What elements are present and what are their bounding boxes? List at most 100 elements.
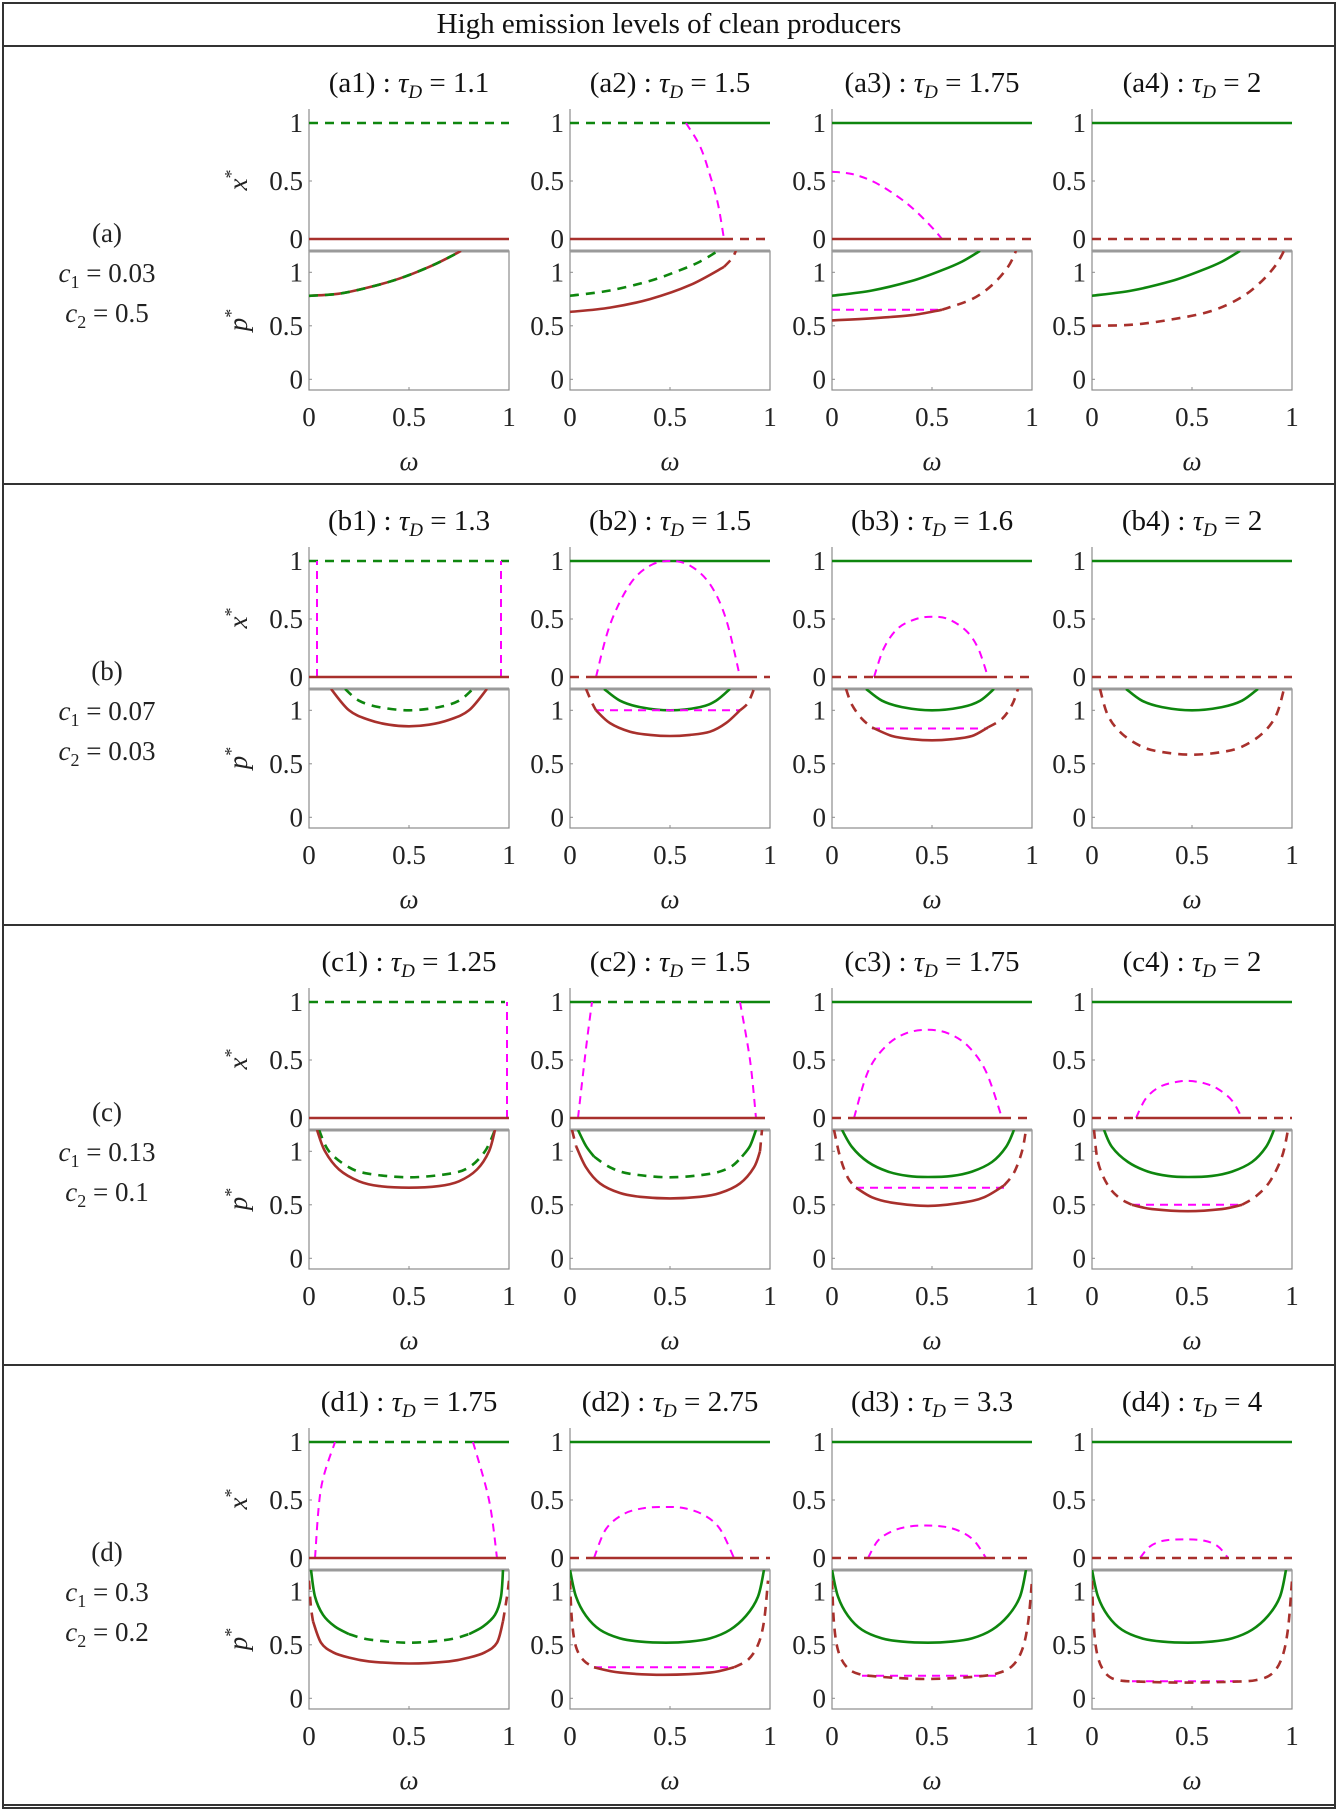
- tau-subscript: D: [400, 961, 415, 982]
- tau-value: 4: [1248, 1386, 1263, 1418]
- p-axis-box: [1091, 250, 1293, 391]
- p-star-axis-label: p*: [221, 1188, 253, 1213]
- x-ytick-label: 0.5: [269, 604, 303, 634]
- x-ytick-label: 1: [290, 546, 304, 576]
- x-star-magenta-dashed-curve: [472, 1441, 498, 1559]
- x-ytick-label: 0.5: [792, 166, 826, 196]
- c2-subscript: 2: [71, 750, 80, 770]
- p-ytick-label: 1: [1073, 257, 1087, 287]
- p-star-brown-dashed-curve: [723, 251, 738, 268]
- x-ytick-label: 1: [813, 546, 827, 576]
- x-ytick-label: 1: [290, 108, 304, 138]
- c2-subscript: 2: [77, 312, 86, 332]
- p-star-brown-dashed-curve: [844, 689, 873, 729]
- tau-value: 2.75: [708, 1386, 759, 1418]
- p-star-brown-solid-curve: [832, 308, 943, 322]
- x-star-axis-label: x*: [221, 1049, 253, 1071]
- p-star-green-solid-curve: [832, 251, 981, 298]
- xtick-label: 1: [1285, 1721, 1299, 1751]
- star: *: [221, 170, 241, 179]
- c1-value: 0.03: [108, 258, 155, 288]
- tau-value: 1.5: [715, 505, 751, 537]
- xtick-label: 1: [1025, 1281, 1039, 1311]
- p-star-brown-solid-curve: [871, 726, 989, 742]
- c-symbol: c: [59, 258, 71, 288]
- p-star-axis-label: p*: [221, 747, 253, 772]
- p-ytick-label: 0: [290, 1683, 304, 1713]
- panel-label: (a4): [1123, 67, 1170, 99]
- tau-symbol: τ: [914, 946, 926, 978]
- p-ytick-label: 0.5: [1052, 311, 1086, 341]
- tau-subscript: D: [1202, 520, 1217, 541]
- x-ytick-label: 1: [813, 1427, 827, 1457]
- tau-symbol: τ: [392, 1386, 404, 1418]
- row-label: (a): [92, 218, 122, 248]
- p-star-green-dashed-curve: [348, 1632, 470, 1645]
- equals: =: [684, 505, 715, 537]
- tau-symbol: τ: [1193, 505, 1205, 537]
- separator: :: [1170, 505, 1193, 537]
- p-star-green-solid-curve: [1102, 1130, 1276, 1179]
- panel-title: (b3) : τD = 1.6: [851, 505, 1013, 541]
- panel-label: (d3): [851, 1386, 899, 1418]
- tau-symbol: τ: [391, 946, 403, 978]
- tau-subscript: D: [1202, 1401, 1217, 1422]
- p-ytick-label: 0.5: [530, 1630, 564, 1660]
- p-ytick-label: 0: [290, 802, 304, 832]
- p-ytick-label: 0.5: [269, 749, 303, 779]
- tau-value: 1.25: [446, 946, 497, 978]
- p-star-brown-dashed-curve: [1098, 689, 1286, 757]
- equals: =: [422, 67, 453, 99]
- p-star-green-solid-curve: [865, 689, 995, 712]
- x-ytick-label: 0: [1073, 1543, 1087, 1573]
- xtick-label: 0.5: [392, 1721, 426, 1751]
- star: *: [221, 608, 241, 617]
- p-star-brown-dashed-curve: [501, 1580, 509, 1622]
- xtick-label: 0.5: [1175, 1721, 1209, 1751]
- equals: =: [80, 1137, 109, 1167]
- x-ytick-label: 0: [290, 662, 304, 692]
- xtick-label: 0: [563, 1281, 577, 1311]
- c-symbol: c: [59, 736, 71, 766]
- equals: =: [1216, 946, 1247, 978]
- p-ytick-label: 0.5: [1052, 1630, 1086, 1660]
- tau-subscript: D: [668, 82, 683, 103]
- panel-title: (a2) : τD = 1.5: [590, 67, 750, 103]
- p-ytick-label: 0.5: [269, 1190, 303, 1220]
- xtick-label: 1: [502, 1281, 516, 1311]
- p-ytick-label: 0.5: [792, 749, 826, 779]
- p-star-brown-dashed-curve: [1002, 1130, 1028, 1187]
- equals: =: [938, 946, 969, 978]
- x-ytick-label: 0.5: [269, 1045, 303, 1075]
- x-ytick-label: 0.5: [1052, 604, 1086, 634]
- xtick-label: 0.5: [653, 402, 687, 432]
- x-ytick-label: 1: [551, 987, 565, 1017]
- equals: =: [415, 946, 446, 978]
- x-ytick-label: 0.5: [530, 604, 564, 634]
- p-ytick-label: 0: [813, 1243, 827, 1273]
- c1-subscript: 1: [71, 1151, 80, 1171]
- p-ytick-label: 0: [1073, 1243, 1087, 1273]
- separator: :: [899, 1386, 922, 1418]
- p-star-brown-dashed-curve: [1092, 1580, 1292, 1684]
- separator: :: [368, 946, 391, 978]
- xtick-label: 0.5: [915, 840, 949, 870]
- tau-value: 2: [1248, 505, 1263, 537]
- x-star-axis-label: x*: [221, 608, 253, 630]
- x-star-magenta-dashed-curve: [832, 170, 943, 240]
- p-star-brown-dashed-curve: [1092, 251, 1286, 328]
- x-ytick-label: 0: [813, 1103, 827, 1133]
- tau-symbol: τ: [1192, 946, 1204, 978]
- p-symbol: p: [223, 756, 253, 772]
- x-ytick-label: 1: [551, 546, 565, 576]
- xtick-label: 1: [1285, 402, 1299, 432]
- c1-subscript: 1: [71, 272, 80, 292]
- c-symbol: c: [65, 1177, 77, 1207]
